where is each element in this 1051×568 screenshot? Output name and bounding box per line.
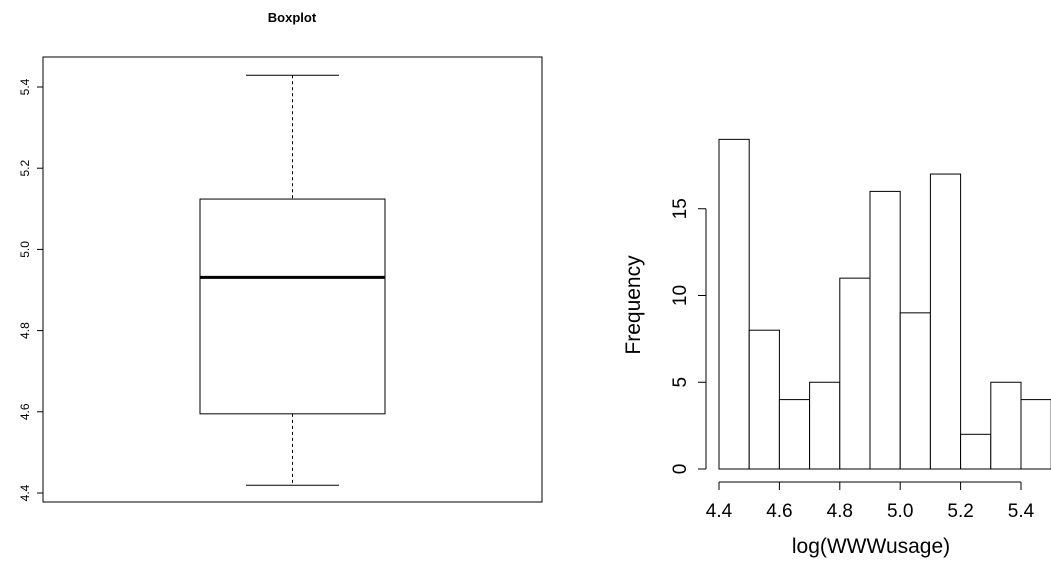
histogram-x-tick-label: 5.2	[947, 501, 973, 522]
histogram-y-axis: 0 5 10 15	[670, 198, 707, 475]
histogram-x-tick-label: 4.6	[766, 501, 792, 522]
histogram-bar	[778, 399, 811, 470]
histogram-bar	[869, 190, 901, 470]
histogram-bar	[748, 329, 780, 470]
histogram-y-tick-label: 0	[670, 464, 691, 475]
histogram-x-tick-label: 4.4	[706, 501, 733, 522]
histogram-x-tick-label: 4.8	[827, 501, 853, 522]
histogram-x-axis: 4.4 4.6 4.8 5.0 5.2 5.4	[706, 481, 1035, 522]
histogram-bars	[718, 138, 1051, 470]
histogram-x-tick-label: 5.0	[887, 501, 913, 522]
histogram-x-axis-label: log(WWWusage)	[792, 535, 950, 558]
boxplot-y-tick-label: 5.0	[18, 241, 32, 258]
histogram-bar	[899, 312, 931, 470]
boxplot-y-tick-label: 4.6	[18, 403, 32, 420]
histogram-y-tick-label: 15	[670, 198, 691, 219]
boxplot-title: Boxplot	[268, 10, 317, 25]
histogram-bar	[960, 433, 992, 470]
histogram-bar	[929, 173, 962, 470]
histogram-bar	[990, 381, 1022, 470]
boxplot-plot-frame	[42, 56, 543, 503]
boxplot-y-tick-label: 4.4	[18, 484, 32, 501]
histogram-bar	[839, 277, 871, 470]
boxplot-y-axis: 4.4 4.6 4.8 5.0 5.2 5.4	[18, 78, 43, 501]
histogram-x-tick-label: 5.4	[1008, 501, 1035, 522]
boxplot-panel: Boxplot 4.4 4.6 4.8 5.0 5.2 5.4	[18, 10, 543, 503]
histogram-y-axis-label: Frequency	[622, 255, 645, 355]
boxplot-y-tick-label: 5.2	[18, 160, 32, 177]
boxplot-body	[199, 74, 386, 486]
boxplot-y-tick-label: 4.8	[18, 322, 32, 339]
histogram-bar	[809, 381, 841, 470]
histogram-y-tick-label: 10	[670, 285, 691, 306]
boxplot-box	[199, 198, 386, 415]
histogram-y-tick-label: 5	[670, 377, 691, 388]
histogram-bar	[1020, 399, 1051, 470]
histogram-bar	[718, 138, 750, 470]
boxplot-y-tick-label: 5.4	[18, 78, 32, 95]
